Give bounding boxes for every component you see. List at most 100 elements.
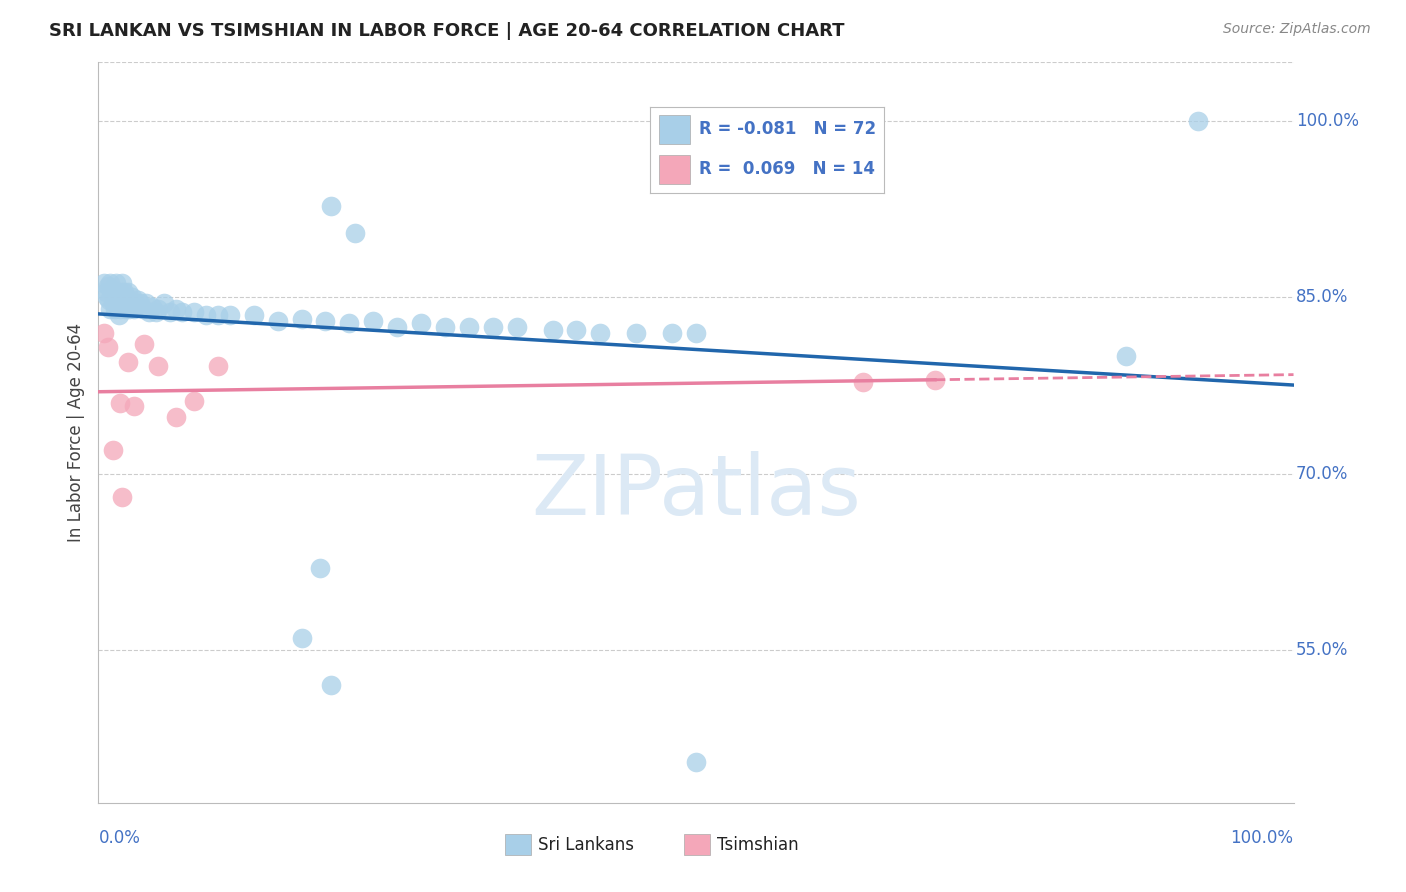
Point [153, 296, 176, 310]
Point [321, 199, 343, 213]
Text: ZIPatlas: ZIPatlas [531, 451, 860, 533]
Point [101, 285, 124, 299]
Point [114, 302, 136, 317]
Point [852, 375, 875, 389]
Point [98, 293, 121, 307]
Point [93, 326, 115, 340]
Point [141, 300, 163, 314]
Bar [659, 155, 689, 185]
Point [159, 304, 181, 318]
Point [1115, 349, 1137, 363]
Point [110, 293, 132, 307]
Point [108, 396, 131, 410]
Text: 100.0%: 100.0% [1230, 829, 1294, 847]
Point [148, 302, 170, 317]
Point [93, 277, 115, 291]
Point [506, 319, 529, 334]
Point [315, 314, 337, 328]
Text: 55.0%: 55.0% [1296, 641, 1348, 659]
Point [132, 337, 155, 351]
Point [124, 399, 146, 413]
Point [98, 277, 122, 291]
Point [101, 443, 124, 458]
Point [363, 314, 385, 328]
Point [103, 296, 125, 310]
Point [183, 393, 205, 408]
Point [118, 302, 141, 317]
Point [135, 296, 157, 310]
Text: SRI LANKAN VS TSIMSHIAN IN LABOR FORCE | AGE 20-64 CORRELATION CHART: SRI LANKAN VS TSIMSHIAN IN LABOR FORCE |… [49, 22, 845, 40]
Point [661, 326, 683, 340]
Point [207, 359, 229, 373]
Point [115, 293, 138, 307]
Point [481, 319, 505, 334]
Point [1187, 114, 1209, 128]
Point [626, 326, 648, 340]
Point [291, 311, 314, 326]
Point [411, 316, 433, 330]
Point [115, 290, 138, 304]
Bar [659, 115, 689, 144]
Point [924, 373, 946, 387]
Point [434, 319, 457, 334]
Text: R =  0.069   N = 14: R = 0.069 N = 14 [699, 161, 875, 178]
Point [97, 278, 120, 293]
Point [117, 285, 139, 299]
Point [105, 277, 128, 291]
Point [243, 308, 266, 322]
Point [145, 304, 167, 318]
Point [124, 296, 146, 310]
Point [111, 490, 134, 504]
Point [321, 678, 343, 692]
Point [107, 308, 129, 322]
Point [148, 359, 170, 373]
Text: Source: ZipAtlas.com: Source: ZipAtlas.com [1223, 22, 1371, 37]
Point [104, 302, 127, 317]
Text: 85.0%: 85.0% [1296, 288, 1348, 307]
Point [339, 316, 361, 330]
Point [344, 226, 367, 240]
Text: 0.0%: 0.0% [98, 829, 141, 847]
Point [385, 319, 409, 334]
Point [107, 300, 129, 314]
Point [458, 319, 481, 334]
Point [111, 277, 134, 291]
Point [97, 340, 120, 354]
Text: R = -0.081   N = 72: R = -0.081 N = 72 [699, 120, 876, 138]
Point [127, 293, 149, 307]
Text: 70.0%: 70.0% [1296, 465, 1348, 483]
Y-axis label: In Labor Force | Age 20-64: In Labor Force | Age 20-64 [66, 323, 84, 542]
Point [108, 302, 131, 317]
Point [685, 326, 707, 340]
Bar [505, 834, 531, 855]
Point [219, 308, 242, 322]
Point [207, 308, 229, 322]
Point [183, 304, 205, 318]
Point [291, 632, 314, 646]
Point [138, 304, 160, 318]
Point [117, 355, 139, 369]
Text: 100.0%: 100.0% [1296, 112, 1360, 130]
Point [131, 302, 153, 317]
Point [685, 755, 707, 769]
Point [98, 302, 122, 317]
Point [165, 410, 187, 425]
Point [129, 296, 152, 310]
Point [112, 285, 135, 299]
Point [172, 304, 194, 318]
Point [111, 296, 134, 310]
Point [541, 323, 564, 337]
Point [267, 314, 290, 328]
Point [120, 296, 142, 310]
Point [308, 561, 330, 575]
Point [589, 326, 612, 340]
Point [565, 323, 588, 337]
Point [165, 302, 187, 317]
Point [195, 308, 218, 322]
Point [121, 290, 143, 304]
Point [108, 285, 131, 299]
Bar [685, 834, 710, 855]
Point [124, 302, 146, 317]
Point [100, 285, 122, 299]
Point [105, 285, 128, 299]
